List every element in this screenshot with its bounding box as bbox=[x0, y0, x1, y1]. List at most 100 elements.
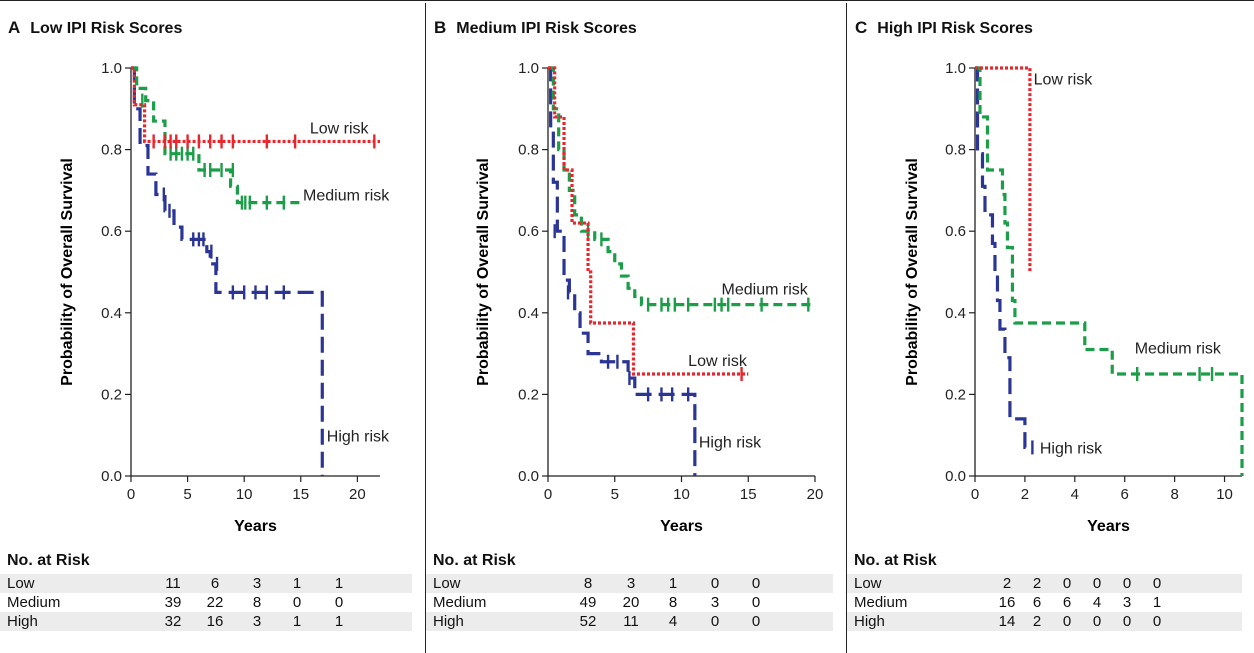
curve-label-medium-risk: Medium risk bbox=[303, 188, 390, 205]
risk-count: 0 bbox=[751, 613, 761, 630]
panel-title-text: Low IPI Risk Scores bbox=[30, 20, 183, 37]
risk-count: 1 bbox=[334, 613, 344, 630]
curve-medium-risk bbox=[975, 66, 1244, 476]
x-axis-label: Years bbox=[234, 518, 277, 535]
x-tick-label: 10 bbox=[236, 486, 253, 503]
risk-count: 1 bbox=[334, 575, 344, 592]
risk-count: 8 bbox=[583, 575, 593, 592]
y-tick-label: 0.6 bbox=[518, 223, 539, 240]
number-at-risk-table: No. at Risk Low 11 6 3 1 1 Medium 39 22 8 0 0 High 32… bbox=[0, 552, 412, 631]
risk-row-high: High 52 11 4 0 0 bbox=[426, 612, 833, 631]
curve-high-risk bbox=[131, 66, 324, 476]
risk-header: No. at Risk bbox=[7, 552, 90, 569]
x-tick-label: 0 bbox=[544, 486, 552, 503]
risk-row-low: Low 8 3 1 0 0 bbox=[426, 574, 833, 593]
risk-count: 6 bbox=[1062, 594, 1072, 611]
risk-count: 2 bbox=[1032, 575, 1042, 592]
risk-row-label: Low bbox=[433, 575, 461, 592]
x-tick-label: 8 bbox=[1170, 486, 1178, 503]
panel-title: C High IPI Risk Scores bbox=[855, 18, 1033, 38]
x-tick-label: 0 bbox=[971, 486, 979, 503]
risk-count: 0 bbox=[1062, 613, 1072, 630]
x-tick-label: 4 bbox=[1071, 486, 1079, 503]
risk-row-low: Low 2 2 0 0 0 0 bbox=[847, 574, 1242, 593]
risk-row-label: High bbox=[7, 613, 38, 630]
curve-low-risk bbox=[131, 66, 380, 144]
risk-count: 1 bbox=[668, 575, 678, 592]
y-tick-label: 0.0 bbox=[518, 468, 539, 485]
x-tick-label: 5 bbox=[183, 486, 191, 503]
risk-count: 8 bbox=[252, 594, 262, 611]
y-tick-label: 0.8 bbox=[945, 142, 966, 159]
risk-count: 11 bbox=[623, 613, 639, 630]
risk-count: 2 bbox=[1002, 575, 1012, 592]
y-tick-label: 1.0 bbox=[101, 60, 122, 77]
x-tick-label: 0 bbox=[127, 486, 135, 503]
risk-row-label: Low bbox=[7, 575, 35, 592]
y-tick-label: 0.6 bbox=[101, 223, 122, 240]
panel-divider bbox=[846, 3, 847, 653]
risk-row-medium: Medium 49 20 8 3 0 bbox=[426, 593, 833, 612]
x-tick-label: 5 bbox=[611, 486, 619, 503]
panel-title: B Medium IPI Risk Scores bbox=[434, 18, 637, 38]
y-tick-label: 0.8 bbox=[101, 142, 122, 159]
curve-label-low-risk: Low risk bbox=[310, 120, 370, 137]
risk-row-medium: Medium 39 22 8 0 0 bbox=[0, 593, 412, 612]
risk-count: 0 bbox=[710, 575, 720, 592]
risk-count: 0 bbox=[751, 575, 761, 592]
risk-count: 52 bbox=[579, 613, 597, 630]
risk-row-medium: Medium 16 6 6 4 3 1 bbox=[847, 593, 1242, 612]
risk-count: 1 bbox=[292, 575, 302, 592]
y-axis-label: Probability of Overall Survival bbox=[59, 158, 76, 386]
risk-count: 6 bbox=[210, 575, 220, 592]
risk-count: 22 bbox=[206, 594, 224, 611]
y-tick-label: 0.4 bbox=[101, 305, 122, 322]
y-tick-label: 0.6 bbox=[945, 223, 966, 240]
risk-count: 49 bbox=[579, 594, 597, 611]
risk-count: 3 bbox=[252, 613, 262, 630]
risk-row-label: Medium bbox=[433, 594, 487, 611]
x-tick-label: 6 bbox=[1121, 486, 1129, 503]
risk-row-high: High 32 16 3 1 1 bbox=[0, 612, 412, 631]
curve-label-medium-risk: Medium risk bbox=[1135, 341, 1222, 358]
panel-letter: C bbox=[855, 18, 868, 37]
y-tick-label: 0.4 bbox=[518, 305, 539, 322]
y-tick-label: 0.0 bbox=[101, 468, 122, 485]
y-tick-label: 0.2 bbox=[945, 386, 966, 403]
risk-count: 1 bbox=[292, 613, 302, 630]
x-tick-label: 10 bbox=[673, 486, 690, 503]
survival-plot-b: 0.0 0.2 0.4 0.6 0.8 1.0 0 5 10 15 20 Years Probabili… bbox=[475, 60, 823, 535]
curve-high-risk bbox=[975, 66, 1030, 450]
risk-row-high: High 14 2 0 0 0 0 bbox=[847, 612, 1242, 631]
survival-plot-c: 0.0 0.2 0.4 0.6 0.8 1.0 0 2 4 6 8 10 Years Probabilit… bbox=[904, 60, 1244, 535]
risk-header: No. at Risk bbox=[433, 552, 516, 569]
risk-count: 3 bbox=[710, 594, 720, 611]
risk-count: 4 bbox=[668, 613, 678, 630]
curve-label-high-risk: High risk bbox=[699, 434, 762, 451]
curve-high-risk bbox=[548, 66, 697, 476]
risk-count: 3 bbox=[626, 575, 636, 592]
y-tick-label: 0.8 bbox=[518, 142, 539, 159]
survival-plot-a: 0.0 0.2 0.4 0.6 0.8 1.0 0 5 10 15 20 Years Probabili… bbox=[59, 60, 390, 535]
risk-row-label: Low bbox=[854, 575, 882, 592]
risk-count: 39 bbox=[164, 594, 182, 611]
x-tick-label: 2 bbox=[1021, 486, 1029, 503]
risk-count: 0 bbox=[1092, 613, 1102, 630]
x-axis-label: Years bbox=[660, 518, 703, 535]
curve-label-medium-risk: Medium risk bbox=[722, 281, 809, 298]
panel-title: A Low IPI Risk Scores bbox=[8, 18, 182, 38]
risk-count: 1 bbox=[1152, 594, 1162, 611]
y-axis-label: Probability of Overall Survival bbox=[904, 158, 921, 386]
risk-count: 32 bbox=[164, 613, 182, 630]
panel-a: A Low IPI Risk Scores 0.0 0.2 0.4 0.6 0.8 1.0 0… bbox=[0, 0, 424, 653]
panel-b: B Medium IPI Risk Scores 0.0 0.2 0.4 0.6 0.8 1… bbox=[426, 0, 845, 653]
top-rule bbox=[0, 0, 1254, 1]
curve-label-high-risk: High risk bbox=[327, 428, 390, 445]
number-at-risk-table: No. at Risk Low 8 3 1 0 0 Medium 49 20 8 3 0 High 52 1… bbox=[426, 552, 833, 631]
risk-count: 0 bbox=[334, 594, 344, 611]
number-at-risk-table: No. at Risk Low 2 2 0 0 0 0 Medium 16 6 6 4 3 1 High 14… bbox=[847, 552, 1242, 631]
panel-letter: A bbox=[8, 18, 21, 37]
risk-count: 2 bbox=[1032, 613, 1042, 630]
curve-medium-risk bbox=[548, 66, 815, 307]
risk-row-label: Medium bbox=[7, 594, 61, 611]
